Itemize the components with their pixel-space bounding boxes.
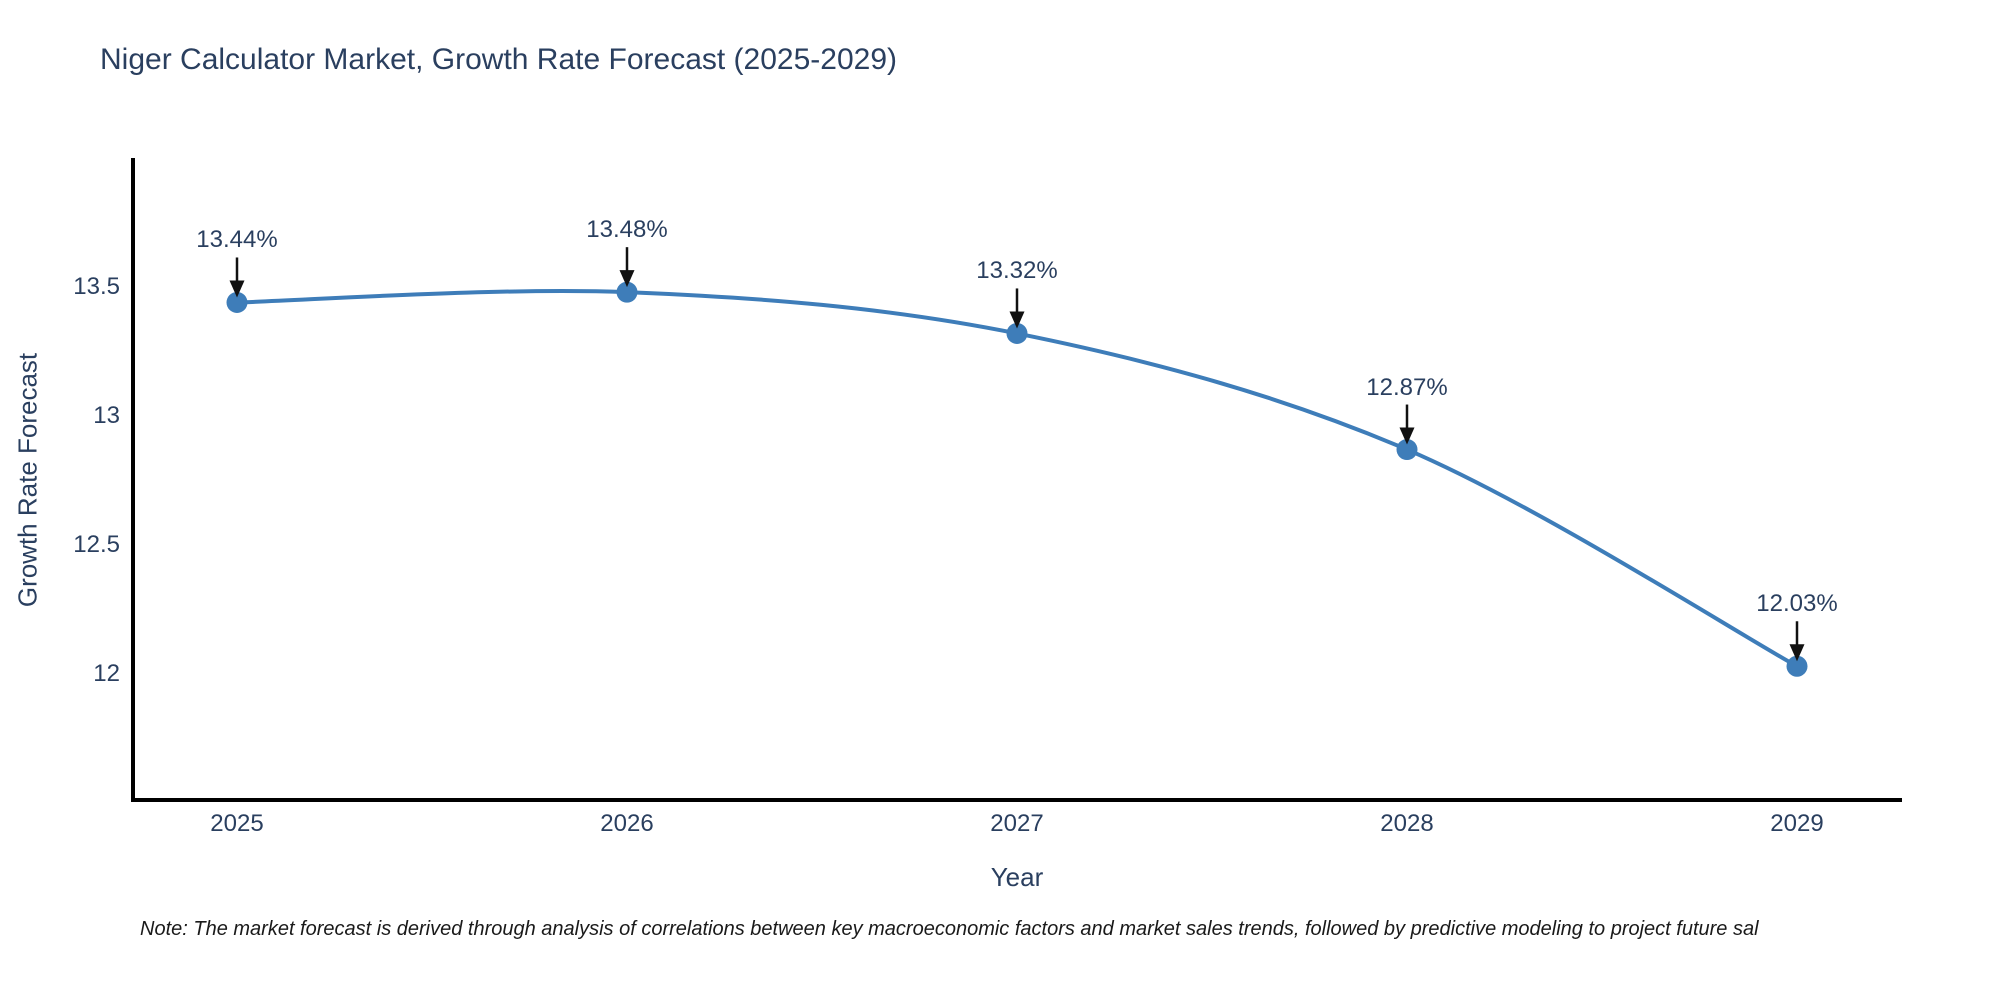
- data-point-marker: [1786, 655, 1808, 677]
- data-point-marker: [226, 291, 248, 313]
- y-axis-title: Growth Rate Forecast: [12, 352, 43, 608]
- x-axis-title: Year: [990, 862, 1044, 892]
- annotation-arrow-head: [1009, 311, 1025, 329]
- x-tick-label: 2028: [1380, 810, 1434, 837]
- point-value-label: 13.32%: [976, 257, 1058, 285]
- annotation-arrow-head: [1399, 427, 1415, 445]
- x-tick-label: 2025: [210, 810, 264, 837]
- x-tick-label: 2026: [600, 810, 654, 837]
- point-value-label: 13.44%: [196, 226, 278, 254]
- data-point-marker: [616, 281, 638, 303]
- y-tick-label: 13: [93, 402, 120, 429]
- annotation-arrow-head: [619, 270, 635, 288]
- annotation-arrow-head: [229, 280, 245, 298]
- point-value-label: 12.03%: [1756, 590, 1838, 618]
- annotation-arrow-head: [1789, 644, 1805, 662]
- forecast-line: [236, 289, 1798, 669]
- point-value-label: 12.87%: [1366, 373, 1448, 401]
- chart-title: Niger Calculator Market, Growth Rate For…: [100, 43, 897, 76]
- data-point-marker: [1396, 439, 1418, 461]
- point-value-label: 13.48%: [586, 216, 668, 244]
- data-point-marker: [1006, 322, 1028, 344]
- y-tick-label: 12.5: [73, 531, 120, 558]
- x-tick-label: 2027: [990, 810, 1044, 837]
- y-tick-label: 13.5: [73, 273, 120, 300]
- y-tick-label: 12: [93, 660, 120, 687]
- footnote: Note: The market forecast is derived thr…: [140, 918, 1759, 940]
- x-tick-label: 2029: [1770, 810, 1824, 837]
